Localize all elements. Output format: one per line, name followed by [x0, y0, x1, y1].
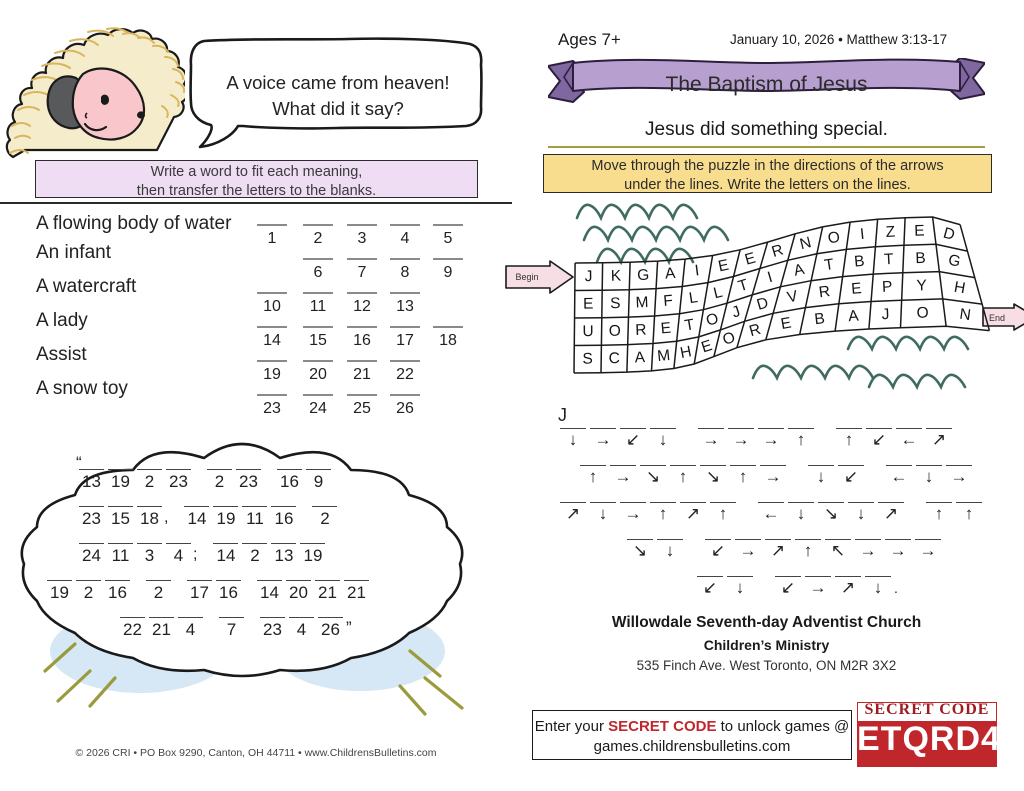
svg-text:B: B [915, 250, 926, 267]
svg-text:E: E [717, 257, 731, 276]
svg-text:B: B [853, 253, 865, 271]
svg-text:R: R [747, 321, 762, 340]
svg-text:E: E [583, 296, 594, 313]
svg-text:10: 10 [263, 298, 281, 315]
svg-text:J: J [730, 303, 743, 322]
svg-text:E: E [779, 315, 792, 334]
svg-text:21: 21 [353, 366, 371, 383]
svg-text:Begin: Begin [515, 272, 538, 282]
svg-text:O: O [704, 310, 720, 330]
svg-text:E: E [851, 280, 863, 298]
svg-text:5: 5 [444, 230, 453, 247]
svg-text:R: R [770, 241, 786, 261]
svg-text:T: T [823, 256, 835, 274]
svg-text:K: K [611, 268, 622, 285]
svg-text:E: E [660, 320, 672, 338]
svg-text:23: 23 [263, 400, 281, 417]
svg-text:4: 4 [401, 230, 410, 247]
svg-text:E: E [914, 222, 925, 239]
svg-text:12: 12 [353, 298, 371, 315]
svg-text:A: A [792, 261, 806, 280]
svg-text:D: D [755, 294, 770, 313]
svg-text:8: 8 [401, 264, 410, 281]
svg-text:3: 3 [358, 230, 367, 247]
svg-text:Y: Y [916, 277, 927, 294]
svg-text:A: A [634, 349, 646, 366]
svg-text:H: H [679, 343, 693, 362]
svg-text:T: T [884, 251, 895, 268]
svg-text:E: E [699, 337, 714, 356]
svg-text:7: 7 [358, 264, 367, 281]
svg-text:R: R [635, 322, 647, 339]
svg-text:J: J [881, 306, 889, 323]
svg-text:18: 18 [439, 332, 457, 349]
svg-text:B: B [814, 310, 826, 328]
svg-text:2: 2 [314, 230, 323, 247]
svg-text:22: 22 [396, 366, 414, 383]
svg-text:20: 20 [309, 366, 327, 383]
svg-text:D: D [941, 225, 956, 244]
svg-text:I: I [859, 226, 865, 243]
svg-text:6: 6 [314, 264, 323, 281]
svg-text:M: M [635, 294, 649, 312]
svg-text:M: M [657, 347, 671, 365]
svg-text:I: I [766, 269, 775, 287]
svg-text:V: V [786, 288, 800, 307]
svg-text:G: G [947, 252, 962, 271]
svg-text:O: O [609, 323, 621, 340]
svg-text:F: F [663, 292, 674, 310]
svg-text:O: O [916, 305, 929, 322]
svg-text:L: L [712, 284, 725, 303]
svg-text:11: 11 [310, 298, 327, 315]
svg-text:15: 15 [309, 332, 327, 349]
svg-text:9: 9 [444, 264, 453, 281]
svg-text:N: N [958, 306, 971, 324]
svg-text:U: U [582, 323, 593, 340]
svg-text:I: I [694, 262, 700, 279]
svg-text:R: R [818, 283, 831, 301]
svg-text:1: 1 [268, 230, 277, 247]
svg-text:E: E [743, 250, 758, 269]
svg-text:24: 24 [309, 400, 327, 417]
svg-text:L: L [688, 289, 699, 307]
svg-text:J: J [585, 268, 593, 285]
svg-text:H: H [953, 279, 967, 298]
svg-text:S: S [610, 295, 621, 312]
svg-text:O: O [720, 329, 737, 349]
svg-text:N: N [798, 234, 813, 253]
svg-text:Z: Z [885, 224, 895, 242]
svg-text:P: P [882, 278, 893, 295]
svg-text:26: 26 [396, 400, 414, 417]
svg-text:T: T [684, 316, 697, 334]
svg-text:14: 14 [263, 332, 281, 349]
svg-text:16: 16 [353, 332, 371, 349]
svg-text:19: 19 [263, 366, 281, 383]
svg-text:A: A [848, 308, 860, 326]
svg-text:C: C [608, 350, 620, 367]
svg-text:O: O [827, 229, 842, 248]
svg-text:17: 17 [396, 332, 414, 349]
svg-text:25: 25 [353, 400, 371, 417]
svg-text:T: T [736, 276, 751, 295]
svg-text:13: 13 [396, 298, 414, 315]
svg-text:S: S [582, 351, 593, 368]
svg-text:A: A [664, 265, 676, 283]
svg-text:G: G [637, 267, 650, 284]
